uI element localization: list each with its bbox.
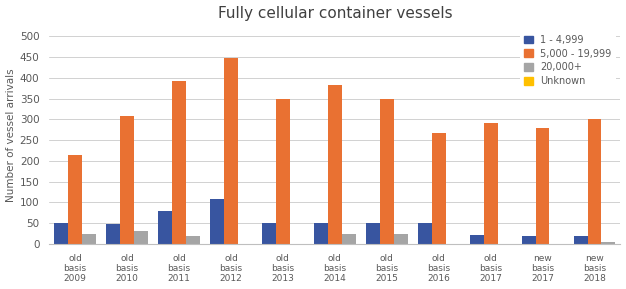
Bar [432,133,446,244]
Bar [68,155,82,244]
Y-axis label: Number of vessel arrivals: Number of vessel arrivals [6,68,16,202]
Bar [484,123,498,244]
Bar [536,128,550,244]
Legend: 1 - 4,999, 5,000 - 19,999, 20,000+, Unknown: 1 - 4,999, 5,000 - 19,999, 20,000+, Unkn… [520,31,615,90]
Bar [158,211,172,244]
Bar [588,119,602,244]
Bar [470,235,484,244]
Bar [186,236,200,244]
Bar [106,224,120,244]
Bar [328,85,342,244]
Bar [573,236,588,244]
Bar [262,223,276,244]
Bar [172,81,186,244]
Bar [134,231,148,244]
Bar [120,116,134,244]
Bar [54,223,68,244]
Bar [602,242,615,244]
Bar [82,234,96,244]
Bar [314,223,328,244]
Bar [380,99,394,244]
Bar [210,199,224,244]
Bar [418,223,432,244]
Title: Fully cellular container vessels: Fully cellular container vessels [217,5,452,21]
Bar [394,234,408,244]
Bar [276,99,290,244]
Bar [342,234,356,244]
Bar [224,58,238,244]
Bar [522,236,536,244]
Bar [366,223,380,244]
